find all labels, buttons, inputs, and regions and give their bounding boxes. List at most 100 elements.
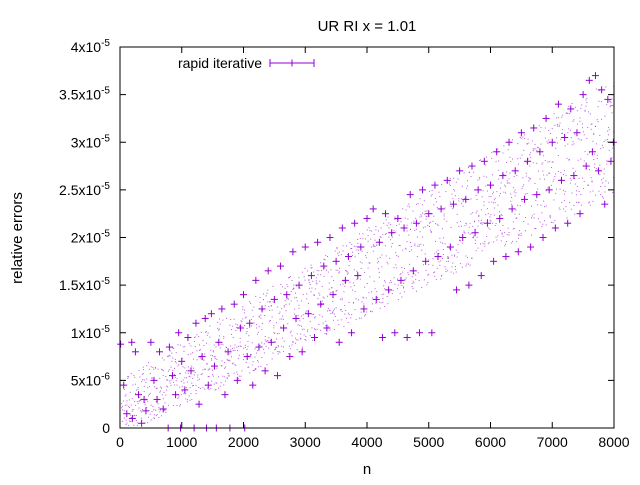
data-point xyxy=(252,276,260,284)
dense-dot xyxy=(495,236,497,238)
dense-dot xyxy=(421,215,423,217)
dense-dot xyxy=(354,291,356,293)
data-point xyxy=(588,148,596,156)
dense-dot xyxy=(517,204,519,206)
dense-dot xyxy=(300,338,302,340)
data-point xyxy=(267,338,275,346)
dense-dot xyxy=(265,295,267,297)
dense-dot xyxy=(569,159,571,161)
dense-dot xyxy=(377,297,379,299)
dense-dot xyxy=(351,313,353,315)
dense-dot xyxy=(591,123,593,125)
dense-dot xyxy=(381,266,383,268)
dense-dot xyxy=(383,293,385,295)
dense-dot xyxy=(453,272,455,274)
dense-dot xyxy=(129,391,131,393)
dense-dot xyxy=(304,279,306,281)
dense-dot xyxy=(477,225,479,227)
dense-dot xyxy=(595,143,597,145)
dense-dot xyxy=(467,263,469,265)
y-tick-label: 3.5x10-5 xyxy=(59,86,110,103)
data-point xyxy=(261,367,269,375)
dense-dot xyxy=(601,101,603,103)
dense-dot xyxy=(256,352,258,354)
dense-dot xyxy=(440,260,442,262)
dense-dot xyxy=(184,367,186,369)
dense-dot xyxy=(481,196,483,198)
data-point xyxy=(520,195,528,203)
dense-dot xyxy=(397,284,399,286)
dense-dot xyxy=(576,110,578,112)
dense-dot xyxy=(425,270,427,272)
dense-dot xyxy=(422,236,424,238)
dense-dot xyxy=(339,284,341,286)
dense-dot xyxy=(407,205,409,207)
dense-dot xyxy=(189,399,191,401)
data-point xyxy=(530,124,538,132)
dense-dot xyxy=(243,353,245,355)
dense-dot xyxy=(234,344,236,346)
dense-dot xyxy=(343,291,345,293)
dense-dot xyxy=(495,161,497,163)
dense-dot xyxy=(314,329,316,331)
dense-dot xyxy=(199,349,201,351)
dense-dot xyxy=(560,172,562,174)
dense-dot xyxy=(297,324,299,326)
dense-dot xyxy=(589,191,591,193)
x-axis-ticks: 0 1000 2000 3000 4000 5000 6000 7000 8000 xyxy=(116,47,630,450)
dense-dot xyxy=(551,128,553,130)
dense-dot xyxy=(282,318,284,320)
dense-dot xyxy=(168,354,170,356)
dense-dot xyxy=(395,231,397,233)
dense-dot xyxy=(224,349,226,351)
dense-dot xyxy=(287,323,289,325)
dense-dot xyxy=(307,329,309,331)
dense-dot xyxy=(586,137,588,139)
dense-dot xyxy=(605,139,607,141)
dense-dot xyxy=(416,290,418,292)
dense-dot xyxy=(269,309,271,311)
data-point xyxy=(434,253,442,261)
dense-dot xyxy=(332,311,334,313)
dense-dot xyxy=(470,198,472,200)
dense-dot xyxy=(241,321,243,323)
dense-dot xyxy=(226,377,228,379)
dense-dot xyxy=(364,315,366,317)
dense-dot xyxy=(172,369,174,371)
dense-dot xyxy=(357,238,359,240)
dense-dot xyxy=(209,368,211,370)
data-point xyxy=(517,129,525,137)
dense-dot xyxy=(313,313,315,315)
dense-dot xyxy=(155,387,157,389)
dense-dot xyxy=(158,417,160,419)
dense-dot xyxy=(488,195,490,197)
dense-dot xyxy=(588,202,590,204)
dense-dot xyxy=(337,252,339,254)
dense-dot xyxy=(518,238,520,240)
dense-dot xyxy=(126,422,128,424)
dense-dot xyxy=(589,113,591,115)
data-point xyxy=(453,286,461,294)
dense-dot xyxy=(138,370,140,372)
dense-dot xyxy=(590,177,592,179)
dense-dot xyxy=(346,273,348,275)
dense-dot xyxy=(511,242,513,244)
dense-dot xyxy=(455,249,457,251)
dense-dot xyxy=(383,285,385,287)
dense-dot xyxy=(395,264,397,266)
dense-dot xyxy=(382,298,384,300)
data-point xyxy=(153,395,161,403)
dense-dot xyxy=(192,384,194,386)
data-point xyxy=(273,372,281,380)
data-point xyxy=(150,376,158,384)
dense-dot xyxy=(146,365,148,367)
data-point xyxy=(218,305,226,313)
dense-dot xyxy=(314,328,316,330)
dense-dot xyxy=(483,204,485,206)
dense-dot xyxy=(585,99,587,101)
dense-dot xyxy=(143,390,145,392)
dense-dot xyxy=(491,152,493,154)
dense-dot xyxy=(585,105,587,107)
dense-dot xyxy=(293,284,295,286)
dense-dot xyxy=(164,402,166,404)
